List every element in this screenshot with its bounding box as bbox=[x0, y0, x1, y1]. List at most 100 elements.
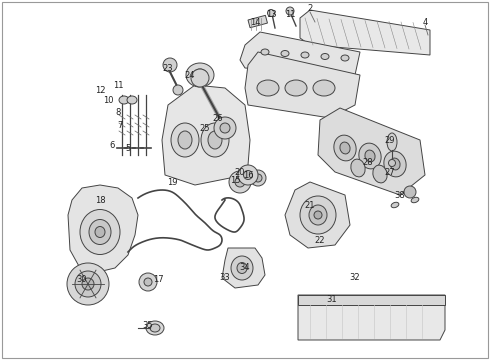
Text: 4: 4 bbox=[422, 18, 428, 27]
Ellipse shape bbox=[340, 142, 350, 154]
Ellipse shape bbox=[309, 205, 327, 225]
Text: 21: 21 bbox=[305, 201, 315, 210]
Ellipse shape bbox=[229, 171, 251, 193]
Text: 30: 30 bbox=[77, 275, 87, 284]
Ellipse shape bbox=[178, 131, 192, 149]
Ellipse shape bbox=[127, 96, 137, 104]
Polygon shape bbox=[68, 185, 138, 272]
Polygon shape bbox=[240, 32, 360, 75]
Ellipse shape bbox=[244, 171, 252, 180]
Ellipse shape bbox=[235, 177, 245, 187]
Ellipse shape bbox=[257, 80, 279, 96]
Text: 7: 7 bbox=[117, 121, 122, 130]
Polygon shape bbox=[285, 182, 350, 248]
Ellipse shape bbox=[201, 123, 229, 157]
Ellipse shape bbox=[191, 69, 209, 87]
Text: 12: 12 bbox=[95, 86, 105, 95]
Ellipse shape bbox=[214, 117, 236, 139]
Ellipse shape bbox=[150, 324, 160, 332]
Ellipse shape bbox=[80, 210, 120, 255]
Ellipse shape bbox=[389, 159, 395, 166]
Polygon shape bbox=[245, 52, 360, 118]
Ellipse shape bbox=[301, 52, 309, 58]
Text: 11: 11 bbox=[285, 9, 295, 18]
Polygon shape bbox=[162, 85, 250, 185]
Ellipse shape bbox=[119, 96, 129, 104]
Ellipse shape bbox=[89, 220, 111, 244]
Ellipse shape bbox=[220, 123, 230, 133]
Bar bbox=[248, 15, 268, 28]
Text: 8: 8 bbox=[115, 108, 121, 117]
Text: 34: 34 bbox=[240, 264, 250, 273]
Ellipse shape bbox=[144, 278, 152, 286]
Ellipse shape bbox=[238, 165, 258, 185]
Ellipse shape bbox=[237, 262, 247, 274]
Ellipse shape bbox=[359, 143, 381, 169]
Ellipse shape bbox=[391, 202, 399, 208]
Text: 5: 5 bbox=[125, 144, 131, 153]
Ellipse shape bbox=[285, 80, 307, 96]
Ellipse shape bbox=[268, 9, 274, 17]
Text: 25: 25 bbox=[200, 123, 210, 132]
Ellipse shape bbox=[250, 170, 266, 186]
Ellipse shape bbox=[75, 271, 101, 297]
Ellipse shape bbox=[67, 263, 109, 305]
Ellipse shape bbox=[313, 80, 335, 96]
Text: 19: 19 bbox=[167, 177, 177, 186]
Polygon shape bbox=[222, 248, 265, 288]
Text: 24: 24 bbox=[185, 71, 195, 80]
Ellipse shape bbox=[411, 197, 419, 203]
Text: 27: 27 bbox=[385, 167, 395, 176]
Text: 15: 15 bbox=[230, 176, 240, 185]
Ellipse shape bbox=[390, 158, 400, 170]
Ellipse shape bbox=[281, 50, 289, 57]
Text: 33: 33 bbox=[220, 274, 230, 283]
Ellipse shape bbox=[334, 135, 356, 161]
Text: 29: 29 bbox=[385, 135, 395, 144]
Text: 32: 32 bbox=[350, 274, 360, 283]
Ellipse shape bbox=[193, 69, 207, 81]
Ellipse shape bbox=[254, 174, 262, 182]
Ellipse shape bbox=[286, 7, 294, 15]
Bar bbox=[298, 295, 445, 305]
Polygon shape bbox=[298, 295, 445, 340]
Text: 18: 18 bbox=[95, 195, 105, 204]
Text: 23: 23 bbox=[163, 63, 173, 72]
Ellipse shape bbox=[341, 55, 349, 61]
Text: 22: 22 bbox=[315, 235, 325, 244]
Text: 26: 26 bbox=[213, 113, 223, 122]
Ellipse shape bbox=[384, 151, 406, 177]
Ellipse shape bbox=[373, 165, 387, 183]
Text: 14: 14 bbox=[250, 18, 260, 27]
Text: 10: 10 bbox=[103, 95, 113, 104]
Polygon shape bbox=[300, 10, 430, 55]
Text: 28: 28 bbox=[363, 158, 373, 166]
Text: 2: 2 bbox=[307, 4, 313, 13]
Ellipse shape bbox=[261, 49, 269, 55]
Polygon shape bbox=[318, 108, 425, 195]
Ellipse shape bbox=[387, 133, 397, 151]
Text: 31: 31 bbox=[327, 296, 337, 305]
Ellipse shape bbox=[171, 123, 199, 157]
Text: 16: 16 bbox=[243, 171, 253, 180]
Text: 20: 20 bbox=[235, 167, 245, 176]
Text: 13: 13 bbox=[266, 9, 276, 18]
Ellipse shape bbox=[82, 278, 94, 290]
Ellipse shape bbox=[231, 256, 253, 280]
Text: 11: 11 bbox=[113, 81, 123, 90]
Ellipse shape bbox=[300, 196, 336, 234]
Ellipse shape bbox=[208, 131, 222, 149]
Ellipse shape bbox=[139, 273, 157, 291]
Ellipse shape bbox=[163, 58, 177, 72]
Ellipse shape bbox=[404, 186, 416, 198]
Ellipse shape bbox=[95, 226, 105, 238]
Ellipse shape bbox=[186, 63, 214, 87]
Ellipse shape bbox=[173, 85, 183, 95]
Text: 17: 17 bbox=[153, 275, 163, 284]
Ellipse shape bbox=[146, 321, 164, 335]
Text: 38: 38 bbox=[394, 190, 405, 199]
Ellipse shape bbox=[321, 54, 329, 59]
Ellipse shape bbox=[314, 211, 322, 219]
Text: 6: 6 bbox=[109, 140, 115, 149]
Ellipse shape bbox=[351, 159, 365, 177]
